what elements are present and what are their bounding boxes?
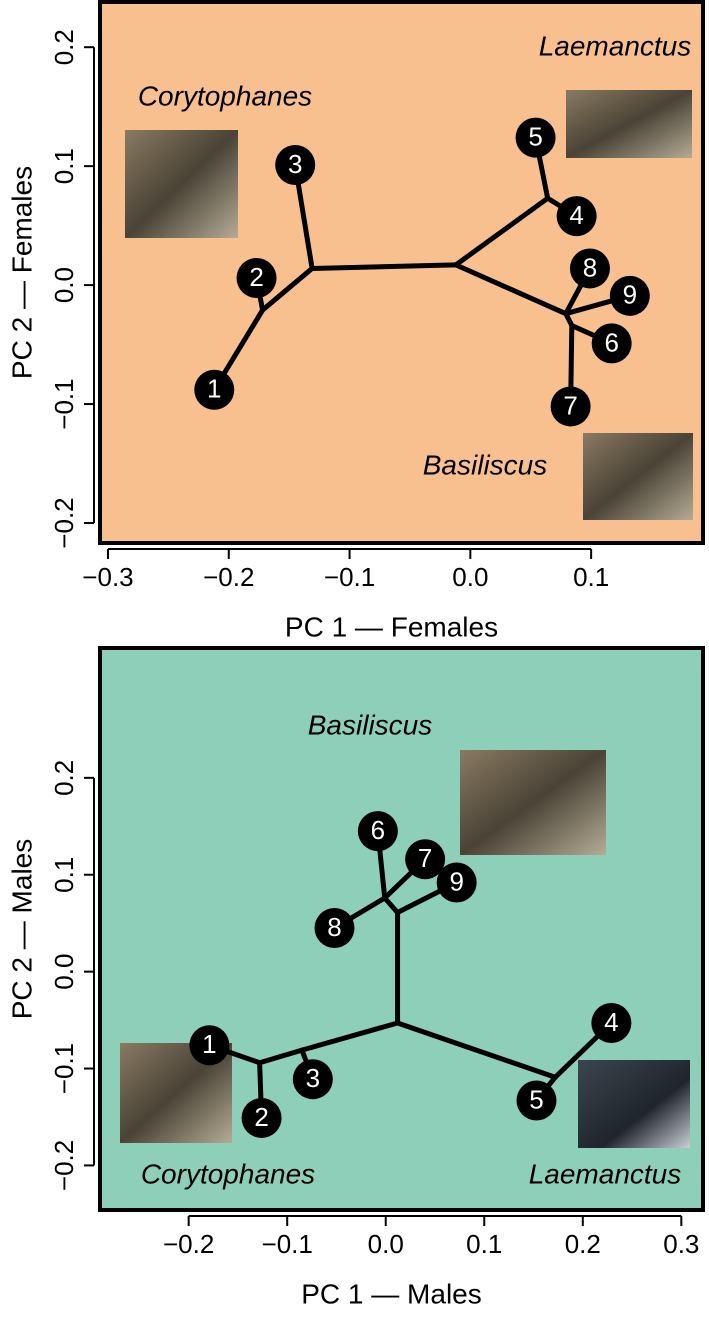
y-tick-label: 0.1 [49,857,79,893]
photo [566,90,692,158]
tip-label: 7 [563,390,577,420]
tip-point [556,196,597,237]
branch [257,1047,305,1066]
y-axis-title: PC 2 — Females [6,166,37,379]
y-tick-label: 0.0 [49,954,79,990]
genus-label: Basiliscus [423,449,547,480]
tip-label: 1 [207,374,221,404]
x-tick-label: −0.1 [262,1229,313,1259]
photo [125,130,238,238]
y-tick-label: −0.2 [49,1140,79,1191]
tip-label: 2 [249,262,263,292]
tip-label: 5 [528,121,542,151]
x-tick-label: 0.1 [573,562,609,592]
tip-point [236,257,277,298]
tip-point [550,386,591,427]
tip-label: 6 [604,327,618,357]
y-tick-label: 0.2 [49,760,79,796]
tip-label: 9 [623,280,637,310]
y-tick-label: −0.1 [49,1043,79,1094]
tip-label: 7 [418,843,432,873]
tip-point [241,1097,282,1138]
x-tick-label: 0.3 [663,1229,699,1259]
x-axis-title: PC 1 — Females [285,611,498,642]
y-axis-title: PC 2 — Males [6,839,37,1020]
x-axis-title: PC 1 — Males [301,1278,482,1309]
x-tick-label: 0.2 [565,1229,601,1259]
tip-point [591,1002,632,1043]
tip-point [515,117,556,158]
tip-label: 8 [327,912,341,942]
branch [453,262,569,317]
genus-label: Laemanctus [529,1158,682,1189]
branch [382,895,401,916]
x-tick-label: −0.2 [163,1229,214,1259]
y-tick-label: 0.2 [49,29,79,65]
tip-label: 3 [288,149,302,179]
tip-point [194,369,235,410]
tip-label: 3 [306,1063,320,1093]
branch [395,1020,558,1080]
branch [453,195,551,268]
x-tick-label: 0.0 [368,1229,404,1259]
y-tick-label: 0.0 [49,267,79,303]
y-tick-label: −0.1 [49,378,79,429]
tip-point [516,1080,557,1121]
genus-label: Corytophanes [138,80,312,111]
tip-label: 6 [371,815,385,845]
tip-point [609,275,650,316]
y-tick-label: 0.1 [49,148,79,184]
x-tick-label: −0.1 [324,562,375,592]
y-tick-label: −0.2 [49,497,79,548]
genus-label: Basiliscus [308,709,432,740]
tip-point [569,248,610,289]
genus-label: Corytophanes [141,1158,315,1189]
branch [299,1020,401,1053]
tip-point [314,908,355,949]
branch [260,265,315,313]
x-tick-label: 0.0 [452,562,488,592]
branch [309,262,459,271]
tip-label: 4 [569,200,583,230]
tip-label: 8 [583,252,597,282]
tip-point [292,1059,333,1100]
x-tick-label: 0.1 [466,1229,502,1259]
tip-label: 2 [254,1102,268,1132]
tip-label: 9 [449,866,463,896]
tip-point [275,144,316,185]
tip-point [405,839,446,880]
tip-label: 5 [529,1084,543,1114]
tip-point [436,862,477,903]
photo [578,1060,690,1148]
x-tick-label: −0.3 [82,562,133,592]
tip-label: 1 [202,1029,216,1059]
photo [583,433,693,520]
photo [460,750,606,855]
x-tick-label: −0.2 [203,562,254,592]
tip-point [189,1025,230,1066]
tip-label: 4 [604,1007,618,1037]
tip-point [591,323,632,364]
genus-label: Laemanctus [539,30,692,61]
tip-point [357,811,398,852]
